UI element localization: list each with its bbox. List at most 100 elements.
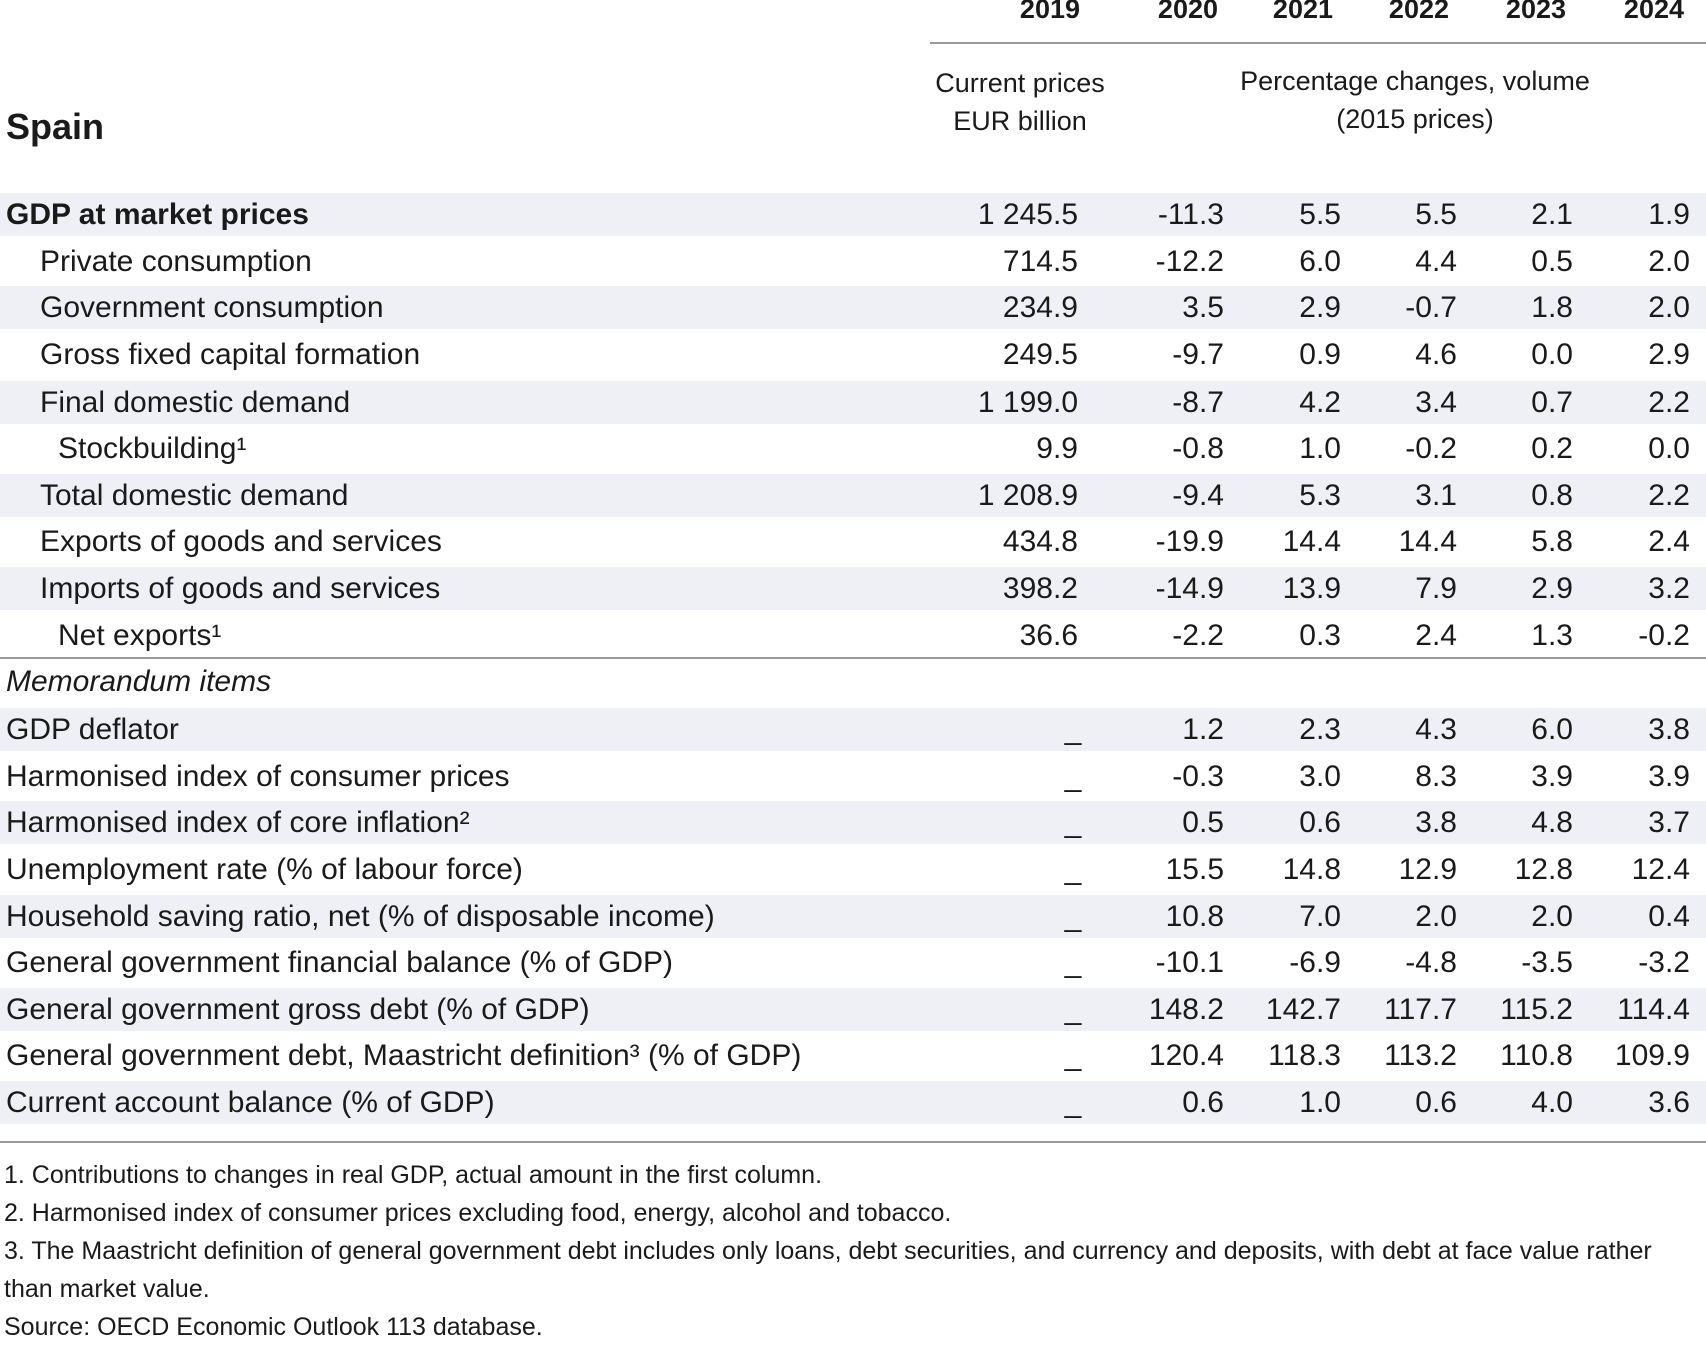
country-title: Spain: [6, 106, 105, 147]
cell-2023: 1.3: [1531, 619, 1573, 652]
cell-2021: 4.2: [1299, 386, 1341, 419]
cell-2020: -9.7: [1172, 338, 1224, 371]
cell-2020: 15.5: [1165, 853, 1224, 886]
cell-2021: 2.9: [1299, 291, 1341, 324]
cell-2019: 1 199.0: [977, 386, 1078, 419]
cell-2019: 36.6: [1019, 619, 1078, 652]
cell-2023: 2.0: [1531, 900, 1573, 933]
table-row: Harmonised index of core inflation² _ 0.5 0…: [0, 801, 1706, 844]
cell-2023: 115.2: [1500, 993, 1573, 1026]
table-row: GDP deflator _ 1.2 2.3 4.3 6.0 3.8: [0, 708, 1706, 751]
cell-2024: 3.2: [1648, 572, 1690, 605]
cell-2021: 118.3: [1268, 1039, 1341, 1072]
memo-heading-row: Memorandum items: [0, 660, 1706, 703]
cell-2022: 7.9: [1415, 572, 1457, 605]
cell-2023: 0.0: [1531, 338, 1573, 371]
unit-percentage-line1: Percentage changes, volume: [1240, 66, 1590, 96]
year-2022: 2022: [1388, 0, 1449, 24]
table-row: Net exports¹ 36.6 -2.2 0.3 2.4 1.3 -0.2: [0, 614, 1706, 657]
unit-percentage-line2: (2015 prices): [1336, 104, 1494, 134]
cell-2019-dash: _: [1064, 1086, 1082, 1119]
cell-2023: 1.8: [1531, 291, 1573, 324]
cell-2024: 2.4: [1648, 525, 1690, 558]
row-label: Government consumption: [40, 291, 384, 324]
cell-2024: 2.0: [1648, 291, 1690, 324]
cell-2021: 14.8: [1282, 853, 1341, 886]
table-row: Final domestic demand 1 199.0 -8.7 4.2 3.4 0.…: [0, 381, 1706, 424]
cell-2022: 117.7: [1384, 993, 1457, 1026]
cell-2019-dash: _: [1064, 713, 1082, 746]
cell-2022: 4.6: [1415, 338, 1457, 371]
cell-2024: 12.4: [1631, 853, 1690, 886]
table-row: Harmonised index of consumer prices _ -0.3…: [0, 755, 1706, 798]
year-2021: 2021: [1272, 0, 1333, 24]
table-row: General government financial balance (% …: [0, 941, 1706, 984]
cell-2021: -6.9: [1289, 946, 1341, 979]
row-label: Private consumption: [40, 245, 312, 278]
cell-2020: 0.5: [1182, 806, 1224, 839]
table-row: Household saving ratio, net (% of dispos…: [0, 895, 1706, 938]
cell-2021: 13.9: [1282, 572, 1341, 605]
cell-2019-dash: _: [1064, 946, 1082, 979]
table-row: Unemployment rate (% of labour force) _ 15…: [0, 848, 1706, 891]
cell-2021: 7.0: [1299, 900, 1341, 933]
table-row: Government consumption 234.9 3.5 2.9 -0.7 1.8…: [0, 286, 1706, 329]
table-row: General government debt, Maastricht defi…: [0, 1034, 1706, 1077]
cell-2022: -0.2: [1405, 432, 1457, 465]
cell-2020: -12.2: [1155, 245, 1224, 278]
cell-2022: 3.8: [1415, 806, 1457, 839]
row-label: Unemployment rate (% of labour force): [6, 853, 523, 886]
cell-2023: -3.5: [1521, 946, 1573, 979]
row-label: Final domestic demand: [40, 386, 351, 419]
cell-2019: 234.9: [1002, 291, 1078, 324]
cell-2019: 1 245.5: [977, 198, 1078, 231]
cell-2021: 5.3: [1299, 479, 1341, 512]
cell-2019: 249.5: [1002, 338, 1078, 371]
cell-2020: -10.1: [1155, 946, 1224, 979]
cell-2021: 1.0: [1299, 1086, 1341, 1119]
footnote-source: Source: OECD Economic Outlook 113 databa…: [4, 1313, 543, 1341]
cell-2022: 2.4: [1415, 619, 1457, 652]
cell-2020: -9.4: [1172, 479, 1224, 512]
cell-2020: -8.7: [1172, 386, 1224, 419]
cell-2019: 398.2: [1002, 572, 1078, 605]
cell-2023: 4.0: [1531, 1086, 1573, 1119]
cell-2022: -4.8: [1405, 946, 1457, 979]
cell-2024: 3.6: [1648, 1086, 1690, 1119]
cell-2024: -3.2: [1638, 946, 1690, 979]
cell-2020: 0.6: [1182, 1086, 1224, 1119]
row-label: General government debt, Maastricht defi…: [6, 1039, 802, 1072]
cell-2023: 0.8: [1531, 479, 1573, 512]
cell-2020: -0.8: [1172, 432, 1224, 465]
row-label: Total domestic demand: [40, 479, 349, 512]
cell-2020: 120.4: [1148, 1039, 1224, 1072]
cell-2024: 2.2: [1648, 386, 1690, 419]
year-2023: 2023: [1505, 0, 1566, 24]
year-2019: 2019: [1019, 0, 1080, 24]
cell-2024: 0.0: [1648, 432, 1690, 465]
cell-2023: 110.8: [1500, 1039, 1573, 1072]
cell-2024: -0.2: [1638, 619, 1690, 652]
unit-percentage-changes: Percentage changes, volume (2015 prices): [1190, 62, 1640, 138]
cell-2023: 0.5: [1531, 245, 1573, 278]
table-row: Stockbuilding¹ 9.9 -0.8 1.0 -0.2 0.2 0.0: [0, 427, 1706, 470]
year-2024: 2024: [1623, 0, 1684, 24]
header-rule: [930, 42, 1706, 44]
cell-2024: 2.9: [1648, 338, 1690, 371]
cell-2023: 2.1: [1531, 198, 1573, 231]
cell-2020: -14.9: [1155, 572, 1224, 605]
cell-2024: 0.4: [1648, 900, 1690, 933]
cell-2021: 0.9: [1299, 338, 1341, 371]
footnote-1: 1. Contributions to changes in real GDP,…: [4, 1161, 823, 1189]
cell-2024: 3.7: [1648, 806, 1690, 839]
cell-2019-dash: _: [1064, 1039, 1082, 1072]
footnotes: 1. Contributions to changes in real GDP,…: [4, 1156, 1704, 1346]
cell-2019: 1 208.9: [977, 479, 1078, 512]
cell-2021: 0.3: [1299, 619, 1341, 652]
cell-2019-dash: _: [1064, 900, 1082, 933]
memo-table-bottom-rule: [0, 1141, 1706, 1143]
cell-2020: -19.9: [1155, 525, 1224, 558]
cell-2021: 0.6: [1299, 806, 1341, 839]
row-label: Household saving ratio, net (% of dispos…: [6, 900, 715, 933]
cell-2023: 6.0: [1531, 713, 1573, 746]
